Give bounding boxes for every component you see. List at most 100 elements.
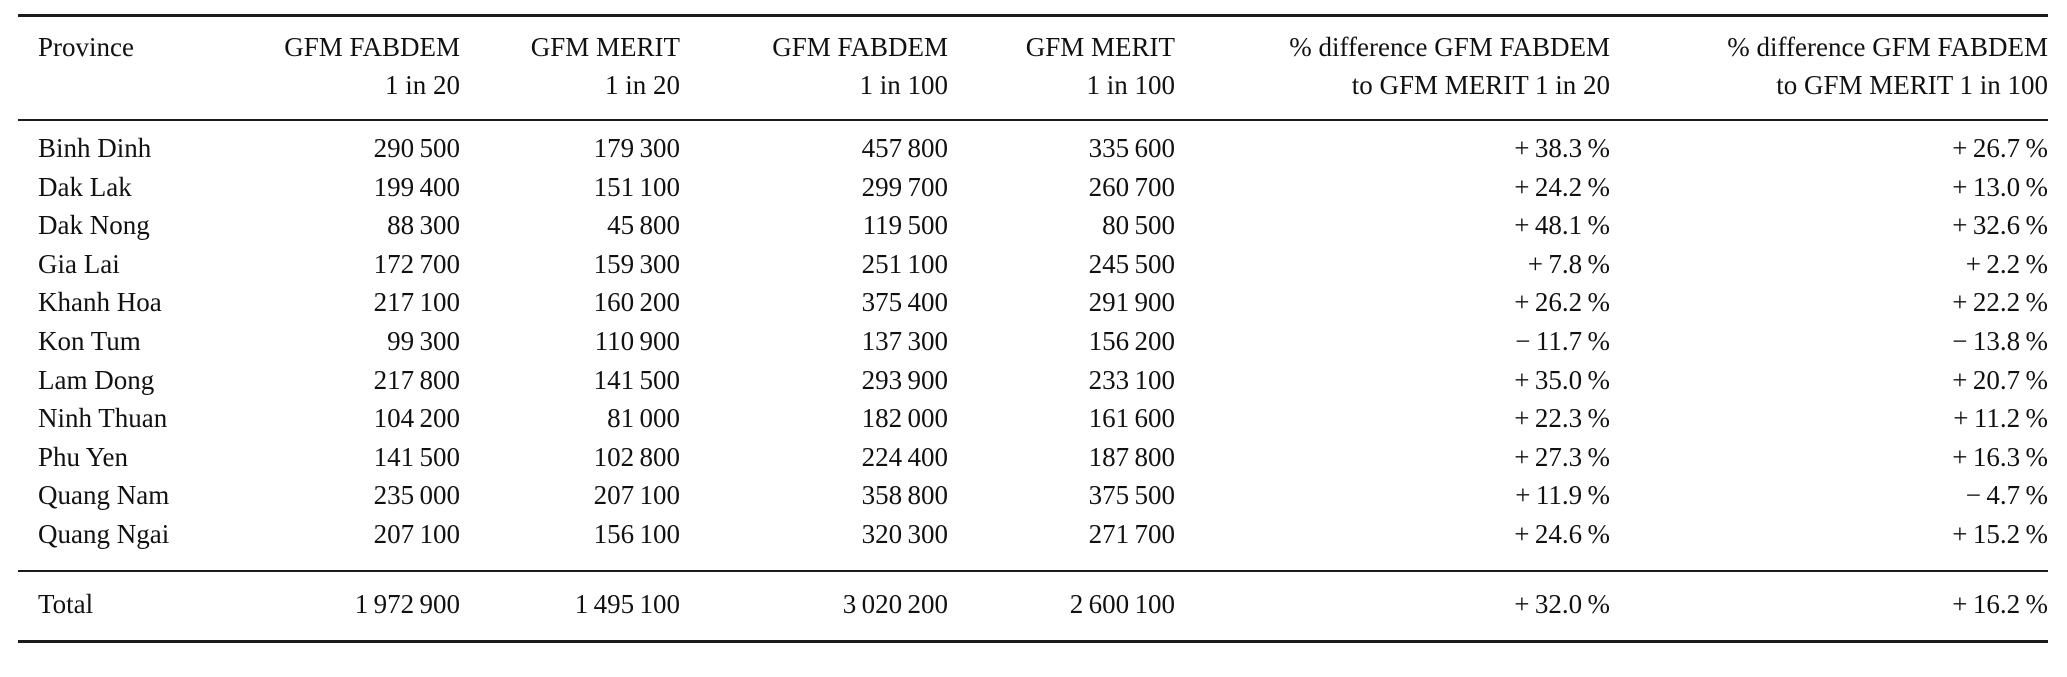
table-header: Province GFM FABDEM 1 in 20 GFM MERIT 1 … — [18, 15, 2048, 121]
province-cell: Ninh Thuan — [38, 403, 168, 434]
value-cell: 161 600 — [1088, 403, 1175, 434]
table-footer: Total 1 972 900 1 495 100 3 020 200 2 60… — [18, 570, 2048, 642]
province-cell: Quang Nam — [38, 480, 170, 511]
value-cell: 141 500 — [593, 364, 680, 395]
table-row: Dak Nong 88 300 45 800 119 500 80 500 + … — [18, 206, 2048, 245]
value-cell: 271 700 — [1088, 518, 1175, 549]
total-pct-diff-cell: + 32.0 % — [1514, 588, 1610, 619]
header-province-label: Province — [38, 32, 134, 62]
value-cell: 375 500 — [1088, 480, 1175, 511]
table-row: Khanh Hoa 217 100 160 200 375 400 291 90… — [18, 283, 2048, 322]
value-cell: 290 500 — [373, 133, 460, 163]
pct-diff-cell: + 48.1 % — [1514, 210, 1610, 241]
province-cell: Dak Lak — [38, 171, 132, 202]
pct-diff-cell: + 24.6 % — [1514, 518, 1610, 549]
value-cell: 159 300 — [593, 248, 680, 279]
pct-diff-cell: + 26.2 % — [1514, 287, 1610, 318]
value-cell: 119 500 — [862, 210, 948, 241]
pct-diff-cell: + 32.6 % — [1952, 210, 2048, 241]
value-cell: 217 100 — [373, 287, 460, 318]
value-cell: 233 100 — [1088, 364, 1175, 395]
value-cell: 45 800 — [607, 210, 680, 241]
header-line2: 1 in 100 — [1086, 70, 1175, 100]
value-cell: 224 400 — [861, 441, 948, 472]
total-label-cell: Total — [38, 588, 94, 619]
value-cell: 182 000 — [861, 403, 948, 434]
value-cell: 102 800 — [593, 441, 680, 472]
pct-diff-cell: + 26.7 % — [1952, 133, 2048, 163]
province-cell: Lam Dong — [38, 364, 155, 395]
header-line1: % difference GFM FABDEM — [1727, 32, 2048, 62]
value-cell: 81 000 — [607, 403, 680, 434]
province-cell: Quang Ngai — [38, 518, 170, 549]
value-cell: 156 200 — [1088, 325, 1175, 356]
header-gfm-fabdem-1in20: GFM FABDEM 1 in 20 — [218, 16, 460, 121]
province-cell: Gia Lai — [38, 248, 120, 279]
value-cell: 172 700 — [373, 248, 460, 279]
header-row: Province GFM FABDEM 1 in 20 GFM MERIT 1 … — [18, 16, 2048, 121]
pct-diff-cell: + 13.0 % — [1952, 171, 2048, 202]
value-cell: 179 300 — [593, 133, 680, 163]
province-cell: Dak Nong — [38, 210, 150, 241]
header-line2: to GFM MERIT 1 in 20 — [1351, 70, 1610, 100]
value-cell: 358 800 — [861, 480, 948, 511]
value-cell: 293 900 — [861, 364, 948, 395]
pct-diff-cell: + 11.9 % — [1515, 480, 1610, 511]
header-gfm-merit-1in20: GFM MERIT 1 in 20 — [460, 16, 680, 121]
value-cell: 141 500 — [373, 441, 460, 472]
value-cell: 88 300 — [387, 210, 460, 241]
pct-diff-cell: + 35.0 % — [1514, 364, 1610, 395]
header-line1: % difference GFM FABDEM — [1289, 32, 1610, 62]
province-cell: Khanh Hoa — [38, 287, 162, 318]
value-cell: 245 500 — [1088, 248, 1175, 279]
value-cell: 99 300 — [387, 325, 460, 356]
total-row: Total 1 972 900 1 495 100 3 020 200 2 60… — [18, 570, 2048, 642]
pct-diff-cell: + 16.3 % — [1952, 441, 2048, 472]
value-cell: 207 100 — [593, 480, 680, 511]
header-line1: GFM FABDEM — [284, 32, 460, 62]
pct-diff-cell: + 7.8 % — [1527, 248, 1610, 279]
value-cell: 199 400 — [373, 171, 460, 202]
pct-diff-cell: + 38.3 % — [1514, 133, 1610, 163]
value-cell: 251 100 — [861, 248, 948, 279]
value-cell: 151 100 — [593, 171, 680, 202]
value-cell: 299 700 — [861, 171, 948, 202]
value-cell: 375 400 — [861, 287, 948, 318]
header-line1: GFM MERIT — [530, 32, 680, 62]
header-gfm-merit-1in100: GFM MERIT 1 in 100 — [948, 16, 1175, 121]
total-value-cell: 2 600 100 — [1069, 588, 1175, 619]
value-cell: 137 300 — [861, 325, 948, 356]
province-cell: Kon Tum — [38, 325, 141, 356]
table-row: Gia Lai 172 700 159 300 251 100 245 500 … — [18, 245, 2048, 284]
value-cell: 207 100 — [373, 518, 460, 549]
pct-diff-cell: + 27.3 % — [1514, 441, 1610, 472]
province-cell: Binh Dinh — [38, 133, 152, 163]
header-pct-diff-1in100: % difference GFM FABDEM to GFM MERIT 1 i… — [1610, 16, 2048, 121]
value-cell: 335 600 — [1088, 133, 1175, 163]
table-row: Phu Yen 141 500 102 800 224 400 187 800 … — [18, 438, 2048, 477]
pct-diff-cell: + 24.2 % — [1514, 171, 1610, 202]
value-cell: 110 900 — [594, 325, 680, 356]
value-cell: 156 100 — [593, 518, 680, 549]
table-row: Quang Nam 235 000 207 100 358 800 375 50… — [18, 476, 2048, 515]
table-row: Lam Dong 217 800 141 500 293 900 233 100… — [18, 361, 2048, 400]
header-line2: 1 in 100 — [859, 70, 948, 100]
header-line1: GFM MERIT — [1025, 32, 1175, 62]
total-value-cell: 3 020 200 — [842, 588, 948, 619]
total-value-cell: 1 495 100 — [574, 588, 680, 619]
header-pct-diff-1in20: % difference GFM FABDEM to GFM MERIT 1 i… — [1175, 16, 1610, 121]
province-cell: Phu Yen — [38, 441, 129, 472]
pct-diff-cell: − 11.7 % — [1515, 325, 1610, 356]
table-row: Binh Dinh 290 500 179 300 457 800 335 60… — [18, 120, 2048, 168]
value-cell: 457 800 — [861, 133, 948, 163]
pct-diff-cell: − 4.7 % — [1965, 480, 2048, 511]
table-row: Kon Tum 99 300 110 900 137 300 156 200 −… — [18, 322, 2048, 361]
table-row: Ninh Thuan 104 200 81 000 182 000 161 60… — [18, 399, 2048, 438]
pct-diff-cell: + 20.7 % — [1952, 364, 2048, 395]
header-line2: to GFM MERIT 1 in 100 — [1776, 70, 2048, 100]
pct-diff-cell: − 13.8 % — [1952, 325, 2048, 356]
value-cell: 80 500 — [1102, 210, 1175, 241]
total-value-cell: 1 972 900 — [354, 588, 460, 619]
table-body: Binh Dinh 290 500 179 300 457 800 335 60… — [18, 120, 2048, 571]
header-line1: GFM FABDEM — [772, 32, 948, 62]
